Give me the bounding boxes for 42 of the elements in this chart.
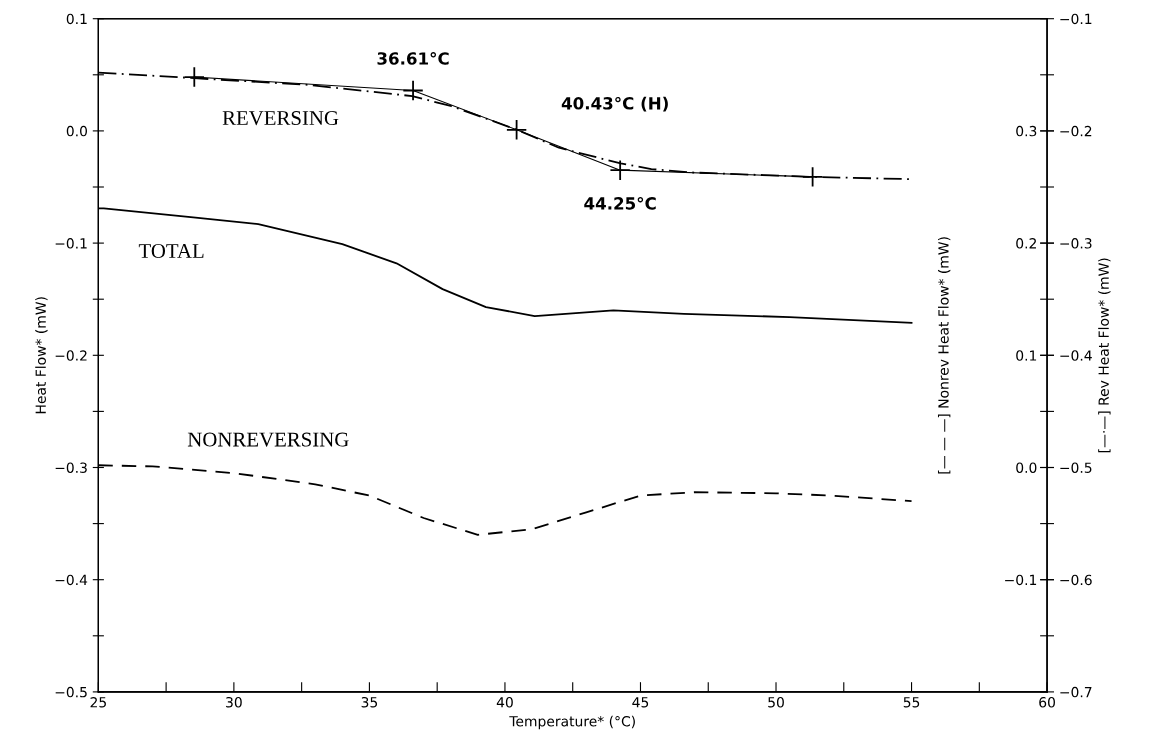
y2-tick-label: 0.3: [1016, 125, 1037, 137]
y3-tick-label: −0.6: [1060, 574, 1092, 586]
series-label: NONREVERSING: [187, 432, 349, 447]
x-tick-label: 40: [496, 697, 513, 708]
y-tick-label: −0.3: [55, 462, 87, 473]
y2-tick-label: 0.2: [1016, 238, 1036, 249]
y-tick-label: −0.4: [55, 574, 88, 586]
y3-tick-label: −0.4: [1060, 350, 1092, 361]
point: [609, 159, 631, 181]
y3-tick-label: −0.3: [1060, 238, 1092, 249]
y-tick-label: 0.1: [66, 13, 87, 25]
y3-axis-title: [—·—] Rev Heat Flow* (mW): [1098, 258, 1111, 453]
annotation: 36.61°C: [377, 52, 449, 65]
x-tick-label: 25: [90, 697, 106, 708]
x-tick-label: 45: [632, 697, 649, 708]
point: [183, 66, 205, 88]
point: [505, 119, 528, 141]
x-tick-label: 55: [903, 697, 920, 708]
x-tick-label: 60: [1039, 697, 1055, 708]
y2-axis-title: [— — —] Nonrev Heat Flow* (mW): [937, 237, 951, 474]
y-axis-title: Heat Flow* (mW): [35, 297, 48, 414]
y3-tick-label: −0.2: [1060, 125, 1092, 137]
x-tick-label: 50: [768, 697, 784, 708]
x-tick-label: 30: [226, 697, 242, 708]
series-label: TOTAL: [138, 243, 204, 258]
point: [402, 79, 424, 102]
y-tick-label: 0.0: [66, 125, 88, 137]
y2-tick-label: −0.1: [1005, 574, 1037, 586]
annotation: 44.25°C: [584, 197, 656, 210]
y3-tick-label: −0.5: [1060, 462, 1092, 473]
x-axis-title: Temperature* (°C): [509, 715, 635, 730]
x-tick-label: 35: [361, 697, 378, 708]
series-label: REVERSING: [222, 111, 339, 126]
annotation: 40.43°C (H): [561, 96, 668, 112]
y-tick-label: −0.2: [55, 350, 87, 361]
y-tick-label: −0.1: [55, 238, 87, 249]
y-tick-label: −0.5: [55, 686, 87, 698]
y3-tick-label: −0.1: [1060, 13, 1092, 25]
y2-tick-label: 0.1: [1016, 350, 1037, 361]
y3-tick-label: −0.7: [1060, 686, 1092, 698]
point: [801, 166, 824, 188]
y2-tick-label: 0.0: [1016, 462, 1037, 473]
